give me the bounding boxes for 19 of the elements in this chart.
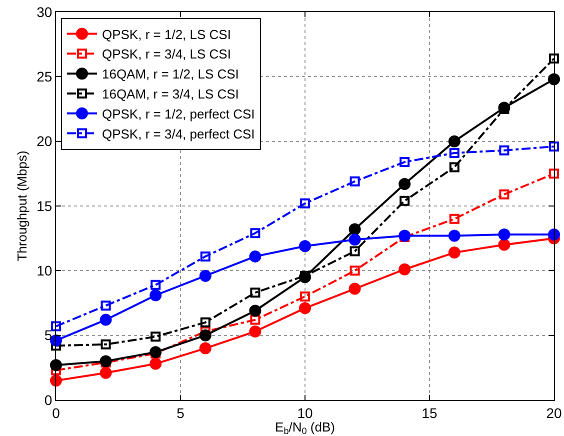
y-tick-label: 0	[44, 392, 52, 408]
x-tick-label: 10	[297, 404, 313, 421]
legend-label: 16QAM, r = 3/4, LS CSI	[102, 86, 239, 102]
legend-label: QPSK, r = 1/2, perfect CSI	[102, 106, 255, 122]
y-tick-label: 5	[44, 327, 52, 344]
x-tick-label: 15	[422, 404, 438, 421]
x-tick-label: 20	[546, 404, 562, 421]
y-tick-label: 30	[36, 4, 52, 20]
y-axis-title: Throughput (Mbps)	[14, 150, 30, 262]
x-axis-title: E$_{b}$/N$_{0}$ (dB)	[275, 419, 335, 436]
y-tick-label: 10	[36, 262, 52, 279]
legend-label: QPSK, r = 1/2, LS CSI	[102, 26, 231, 42]
legend-label: 16QAM, r = 1/2, LS CSI	[102, 66, 239, 82]
legend-label: QPSK, r = 3/4, LS CSI	[102, 46, 231, 62]
y-tick-label: 15	[36, 198, 52, 214]
x-tick-label: 5	[176, 404, 185, 421]
y-tick-label: 20	[36, 133, 52, 150]
y-tick-label: 25	[36, 68, 52, 85]
legend-label: QPSK, r = 3/4, perfect CSI	[102, 126, 255, 142]
